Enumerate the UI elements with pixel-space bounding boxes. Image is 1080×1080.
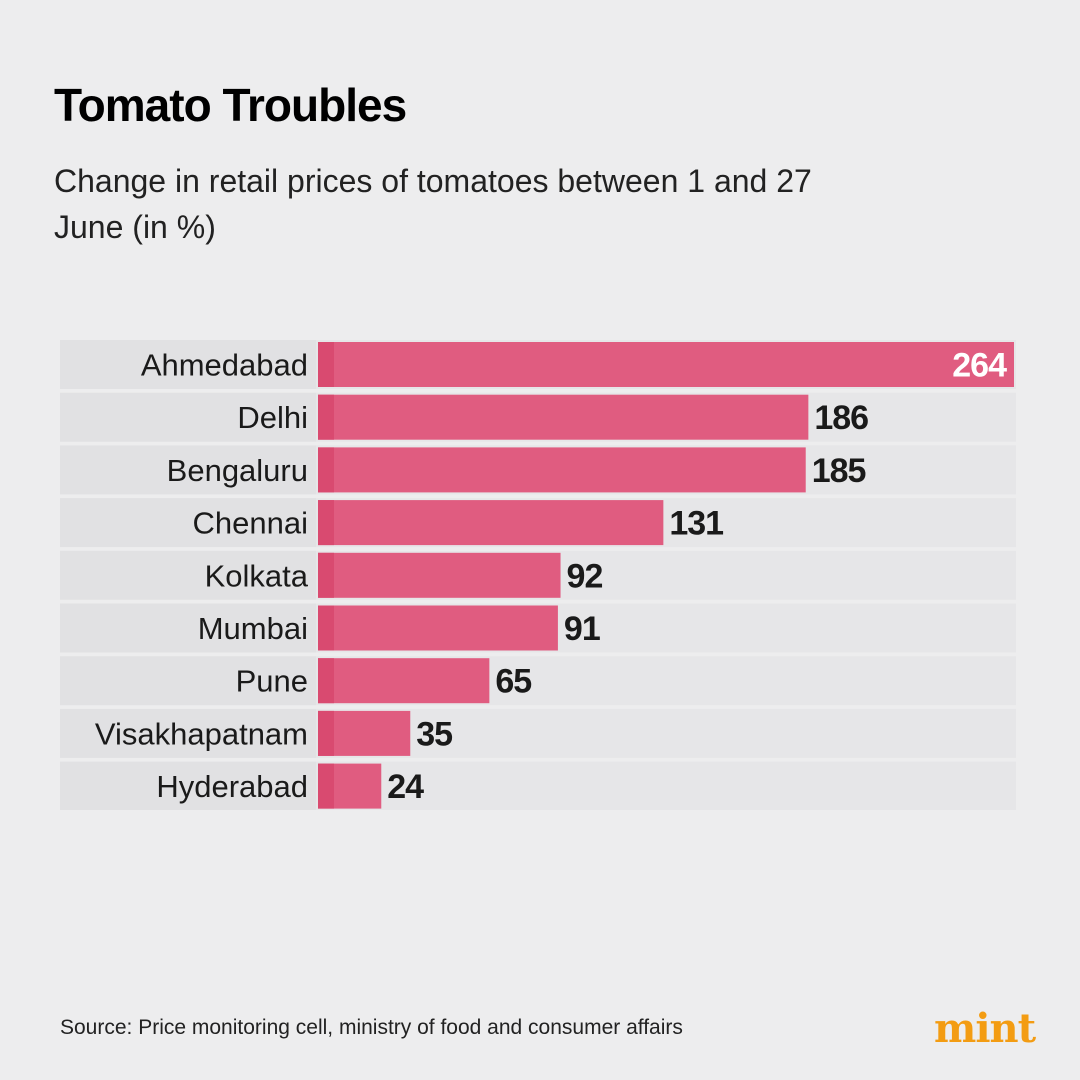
value-label: 65 bbox=[495, 663, 531, 701]
value-label: 264 bbox=[952, 347, 1007, 385]
row-label-bg bbox=[60, 550, 316, 600]
row-label-bg bbox=[60, 498, 316, 548]
category-label: Visakhapatnam bbox=[95, 716, 308, 751]
row-label-bg bbox=[60, 708, 316, 758]
category-label: Pune bbox=[236, 664, 308, 699]
category-label: Delhi bbox=[237, 400, 308, 435]
value-label: 186 bbox=[814, 399, 868, 437]
row-track-bg bbox=[316, 708, 1016, 758]
bar-chart: Ahmedabad 264 Delhi 186 Bengaluru 185 Chennai 1… bbox=[60, 340, 1016, 810]
category-label: Ahmedabad bbox=[141, 348, 308, 383]
bar-edge bbox=[318, 500, 334, 546]
bar-edge bbox=[318, 710, 334, 756]
row-track-bg bbox=[316, 761, 1016, 810]
category-label: Mumbai bbox=[198, 611, 308, 646]
row-label-bg bbox=[60, 392, 316, 442]
category-label: Chennai bbox=[193, 506, 308, 541]
row-label-bg bbox=[60, 761, 316, 810]
chart-title: Tomato Troubles bbox=[54, 79, 407, 131]
bar bbox=[318, 447, 806, 493]
bar-edge bbox=[318, 658, 334, 704]
source-note: Source: Price monitoring cell, ministry … bbox=[60, 1016, 683, 1039]
category-label: Hyderabad bbox=[156, 769, 308, 804]
bar-edge bbox=[318, 447, 334, 493]
row-label-bg bbox=[60, 340, 316, 389]
bar bbox=[318, 500, 664, 546]
value-label: 92 bbox=[567, 557, 603, 595]
bar bbox=[318, 342, 1014, 387]
value-label: 91 bbox=[564, 610, 600, 648]
category-label: Kolkata bbox=[205, 558, 309, 593]
bar bbox=[318, 605, 558, 651]
bar-edge bbox=[318, 605, 334, 651]
row-label-bg bbox=[60, 445, 316, 495]
bar bbox=[318, 394, 809, 440]
mint-logo: mint bbox=[934, 1005, 1036, 1052]
bar-edge bbox=[318, 763, 334, 809]
bar bbox=[318, 552, 561, 598]
bar-edge bbox=[318, 552, 334, 598]
value-label: 185 bbox=[812, 452, 866, 490]
bar-edge bbox=[318, 394, 334, 440]
bar-edge bbox=[318, 342, 334, 387]
value-label: 131 bbox=[669, 505, 723, 543]
value-label: 35 bbox=[416, 715, 452, 753]
category-label: Bengaluru bbox=[167, 453, 308, 488]
bar bbox=[318, 658, 490, 704]
row-label-bg bbox=[60, 656, 316, 706]
row-label-bg bbox=[60, 603, 316, 653]
value-label: 24 bbox=[387, 768, 424, 806]
chart-subtitle: Change in retail prices of tomatoes betw… bbox=[54, 163, 812, 245]
